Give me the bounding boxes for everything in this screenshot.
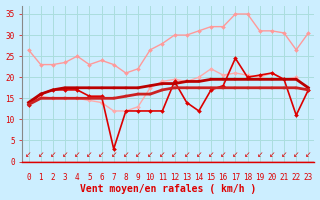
- Text: ↙: ↙: [293, 150, 300, 159]
- Text: ↙: ↙: [220, 150, 226, 159]
- Text: ↙: ↙: [25, 150, 32, 159]
- Text: ↙: ↙: [110, 150, 117, 159]
- Text: ↙: ↙: [244, 150, 251, 159]
- Text: ↙: ↙: [232, 150, 238, 159]
- Text: ↙: ↙: [135, 150, 141, 159]
- Text: ↙: ↙: [208, 150, 214, 159]
- Text: ↙: ↙: [86, 150, 92, 159]
- Text: ↙: ↙: [159, 150, 165, 159]
- Text: ↙: ↙: [196, 150, 202, 159]
- Text: ↙: ↙: [183, 150, 190, 159]
- Text: ↙: ↙: [98, 150, 105, 159]
- Text: ↙: ↙: [269, 150, 275, 159]
- Text: ↙: ↙: [147, 150, 153, 159]
- Text: ↙: ↙: [257, 150, 263, 159]
- Text: ↙: ↙: [281, 150, 287, 159]
- Text: ↙: ↙: [37, 150, 44, 159]
- Text: ↙: ↙: [305, 150, 312, 159]
- Text: ↙: ↙: [123, 150, 129, 159]
- X-axis label: Vent moyen/en rafales ( km/h ): Vent moyen/en rafales ( km/h ): [80, 184, 257, 194]
- Text: ↙: ↙: [74, 150, 80, 159]
- Text: ↙: ↙: [50, 150, 56, 159]
- Text: ↙: ↙: [62, 150, 68, 159]
- Text: ↙: ↙: [171, 150, 178, 159]
